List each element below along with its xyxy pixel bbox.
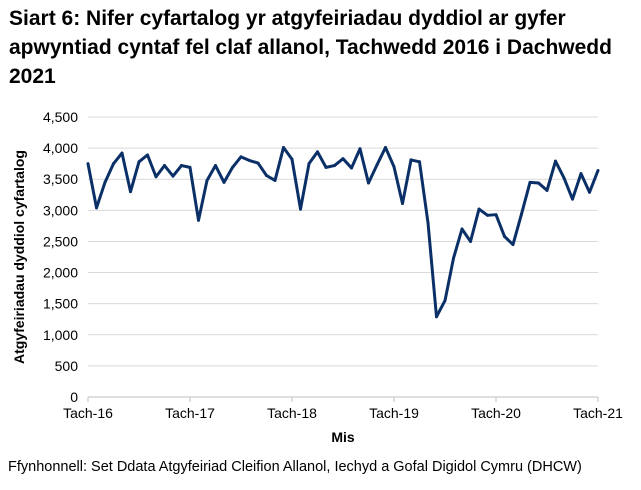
data-point bbox=[137, 160, 141, 164]
data-point bbox=[579, 172, 583, 176]
data-point bbox=[494, 213, 498, 217]
x-tick-label: Tach-16 bbox=[63, 405, 113, 421]
data-point bbox=[333, 164, 336, 168]
data-point bbox=[384, 145, 387, 149]
data-point bbox=[86, 162, 90, 166]
data-point bbox=[273, 178, 277, 182]
y-tick-label: 500 bbox=[55, 358, 79, 374]
data-point bbox=[545, 188, 549, 192]
data-point bbox=[290, 157, 294, 161]
x-tick-label: Tach-21 bbox=[573, 405, 623, 421]
data-point bbox=[307, 162, 311, 166]
data-point bbox=[554, 159, 557, 163]
data-point bbox=[511, 243, 515, 247]
data-point bbox=[401, 201, 404, 205]
data-point bbox=[520, 212, 523, 216]
data-point bbox=[222, 180, 226, 184]
y-tick-label: 1,500 bbox=[43, 296, 78, 312]
data-point bbox=[596, 169, 600, 173]
data-point bbox=[350, 166, 353, 170]
data-point bbox=[435, 315, 438, 319]
data-point bbox=[120, 151, 124, 155]
data-point bbox=[146, 153, 149, 157]
data-point bbox=[205, 178, 209, 182]
x-tick-label: Tach-19 bbox=[369, 405, 419, 421]
data-point bbox=[95, 206, 98, 210]
x-tick-label: Tach-20 bbox=[471, 405, 521, 421]
y-tick-label: 3,500 bbox=[43, 171, 78, 187]
data-point bbox=[367, 181, 370, 185]
data-point bbox=[562, 176, 566, 180]
data-point bbox=[392, 165, 396, 169]
data-point bbox=[588, 190, 591, 194]
y-tick-label: 4,500 bbox=[43, 109, 78, 125]
data-point bbox=[103, 180, 107, 184]
data-point bbox=[460, 227, 464, 231]
data-point bbox=[418, 160, 421, 164]
data-point bbox=[112, 162, 115, 166]
data-point bbox=[248, 159, 251, 163]
data-point bbox=[477, 207, 481, 211]
y-tick-label: 2,500 bbox=[43, 233, 78, 249]
data-point bbox=[528, 180, 532, 184]
data-point bbox=[129, 190, 132, 194]
data-point bbox=[282, 145, 285, 149]
x-tick-label: Tach-17 bbox=[165, 405, 215, 421]
data-point bbox=[443, 299, 447, 303]
y-tick-label: 1,000 bbox=[43, 327, 78, 343]
data-point bbox=[409, 158, 413, 162]
y-tick-label: 4,000 bbox=[43, 140, 78, 156]
y-axis-title: Atgyfeiriadau dyddiol cyfartalog bbox=[11, 150, 27, 364]
data-point bbox=[324, 165, 328, 169]
data-point bbox=[171, 174, 175, 178]
data-point bbox=[163, 164, 166, 168]
data-point bbox=[375, 163, 379, 167]
series-line bbox=[86, 145, 600, 319]
y-tick-label: 2,000 bbox=[43, 265, 78, 281]
data-point bbox=[316, 150, 319, 154]
data-point bbox=[341, 157, 345, 161]
data-point bbox=[256, 161, 260, 165]
data-point bbox=[197, 218, 200, 222]
data-point bbox=[214, 164, 217, 168]
chart-title: Siart 6: Nifer cyfartalog yr atgyfeiriad… bbox=[9, 7, 612, 88]
data-point bbox=[231, 165, 234, 169]
data-point bbox=[537, 181, 540, 185]
data-point bbox=[265, 173, 268, 177]
data-point bbox=[180, 164, 183, 168]
y-tick-label: 0 bbox=[70, 389, 78, 405]
data-point bbox=[299, 207, 302, 211]
y-tick-label: 3,000 bbox=[43, 202, 78, 218]
data-point bbox=[358, 147, 362, 151]
x-axis-title: Mis bbox=[331, 429, 355, 445]
data-point bbox=[571, 197, 574, 201]
x-tick-label: Tach-18 bbox=[267, 405, 317, 421]
data-point bbox=[239, 155, 243, 159]
data-point bbox=[452, 256, 455, 260]
data-point bbox=[469, 239, 472, 243]
data-point bbox=[154, 175, 158, 179]
data-point bbox=[486, 213, 489, 217]
data-point bbox=[426, 221, 430, 225]
source-note: Ffynhonnell: Set Ddata Atgyfeiriad Cleif… bbox=[8, 459, 582, 475]
data-point bbox=[503, 234, 506, 238]
data-point bbox=[188, 165, 192, 169]
